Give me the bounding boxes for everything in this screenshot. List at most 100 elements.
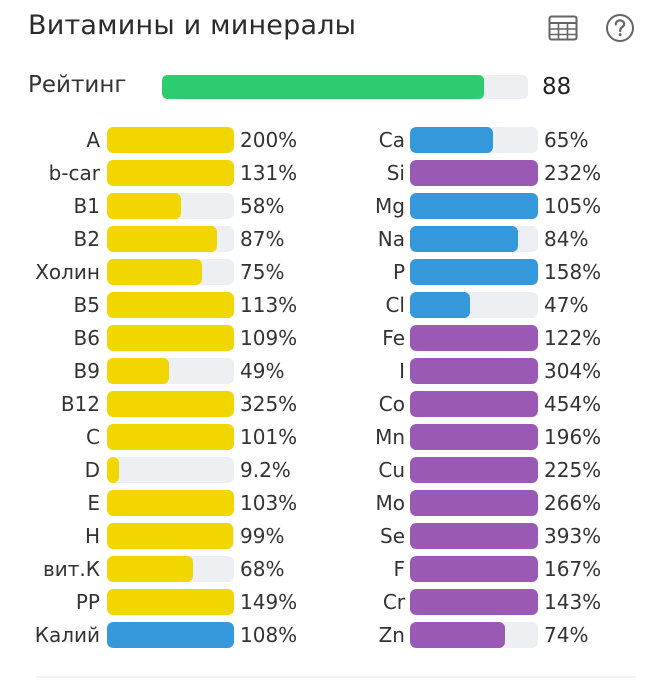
- table-icon: [548, 15, 578, 41]
- nutrient-bar: [107, 325, 234, 351]
- nutrient-bar: [410, 589, 538, 615]
- nutrient-bar: [107, 160, 234, 186]
- nutrient-bar-fill: [107, 160, 234, 186]
- nutrient-value: 454%: [544, 392, 602, 416]
- nutrient-bar-fill: [107, 457, 119, 483]
- nutrient-label: вит.К: [43, 557, 100, 581]
- nutrient-bar-fill: [107, 193, 181, 219]
- nutrient-value: 200%: [240, 128, 298, 152]
- card-title: Витамины и минералы: [28, 10, 357, 41]
- nutrient-bar-fill: [410, 622, 505, 648]
- nutrient-bar: [107, 127, 234, 153]
- table-view-button[interactable]: [547, 12, 579, 44]
- nutrient-bar: [410, 490, 538, 516]
- nutrient-row: Cu 225%: [0, 455, 663, 485]
- nutrient-bar-fill: [107, 226, 218, 252]
- nutrient-row: A 200%: [0, 125, 663, 155]
- nutrient-row: B6 109%: [0, 323, 663, 353]
- nutrient-value: 74%: [544, 623, 589, 647]
- nutrient-bar-fill: [410, 325, 538, 351]
- nutrient-row: Холин 75%: [0, 257, 663, 287]
- nutrient-label: E: [87, 491, 100, 515]
- nutrient-bar-fill: [107, 490, 234, 516]
- nutrient-value: 47%: [544, 293, 589, 317]
- rating-bar: [162, 75, 528, 99]
- nutrient-label: B5: [73, 293, 100, 317]
- nutrient-bar: [107, 556, 234, 582]
- nutrient-bar-fill: [410, 160, 538, 186]
- nutrient-bar: [107, 457, 234, 483]
- nutrient-label: I: [399, 359, 405, 383]
- nutrient-label: Mg: [375, 194, 405, 218]
- nutrient-label: F: [393, 557, 405, 581]
- nutrient-label: B2: [73, 227, 100, 251]
- nutrient-row: B9 49%: [0, 356, 663, 386]
- nutrient-label: P: [392, 260, 405, 284]
- nutrient-bar: [410, 622, 538, 648]
- nutrient-bar: [107, 226, 234, 252]
- nutrient-bar: [107, 622, 234, 648]
- help-icon: [606, 14, 634, 42]
- nutrient-label: B1: [73, 194, 100, 218]
- nutrient-bar: [107, 259, 234, 285]
- nutrient-bar: [410, 556, 538, 582]
- nutrient-value: 109%: [240, 326, 298, 350]
- nutrient-value: 108%: [240, 623, 298, 647]
- nutrient-value: 304%: [544, 359, 602, 383]
- nutrient-bar-fill: [107, 391, 234, 417]
- nutrient-bar: [410, 292, 538, 318]
- nutrient-label: Cu: [378, 458, 405, 482]
- nutrient-row: Mo 266%: [0, 488, 663, 518]
- nutrient-label: C: [86, 425, 100, 449]
- nutrient-bar-fill: [410, 358, 538, 384]
- nutrient-bar-fill: [410, 589, 538, 615]
- nutrient-row: I 304%: [0, 356, 663, 386]
- nutrient-bar-fill: [410, 391, 538, 417]
- nutrient-row: Cl 47%: [0, 290, 663, 320]
- nutrient-bar: [107, 358, 234, 384]
- nutrient-value: 158%: [544, 260, 602, 284]
- nutrient-label: D: [84, 458, 100, 482]
- nutrient-row: H 99%: [0, 521, 663, 551]
- nutrient-value: 266%: [544, 491, 602, 515]
- nutrient-bar: [107, 391, 234, 417]
- nutrient-row: b-car 131%: [0, 158, 663, 188]
- nutrient-bar-fill: [410, 556, 538, 582]
- nutrient-row: B12 325%: [0, 389, 663, 419]
- nutrient-value: 68%: [240, 557, 285, 581]
- nutrient-row: Cr 143%: [0, 587, 663, 617]
- nutrient-bar-fill: [107, 259, 203, 285]
- nutrient-label: Se: [380, 524, 405, 548]
- nutrient-value: 58%: [240, 194, 285, 218]
- nutrient-row: P 158%: [0, 257, 663, 287]
- help-button[interactable]: [604, 12, 636, 44]
- nutrient-bar-fill: [107, 127, 234, 153]
- nutrient-bar: [410, 259, 538, 285]
- nutrient-bar: [410, 391, 538, 417]
- nutrient-value: 167%: [544, 557, 602, 581]
- nutrient-value: 143%: [544, 590, 602, 614]
- rating-label: Рейтинг: [28, 72, 127, 98]
- nutrient-row: Fe 122%: [0, 323, 663, 353]
- nutrient-bar-fill: [107, 424, 234, 450]
- nutrient-bar-fill: [410, 226, 518, 252]
- nutrient-bar: [107, 193, 234, 219]
- nutrient-bar-fill: [410, 490, 538, 516]
- nutrient-bar-fill: [410, 193, 538, 219]
- nutrient-label: B9: [73, 359, 100, 383]
- nutrient-value: 99%: [240, 524, 285, 548]
- nutrient-row: B2 87%: [0, 224, 663, 254]
- nutrient-bar: [410, 358, 538, 384]
- nutrient-label: Cr: [382, 590, 405, 614]
- nutrient-row: вит.К 68%: [0, 554, 663, 584]
- nutrient-bar-fill: [410, 457, 538, 483]
- nutrient-bar: [410, 160, 538, 186]
- nutrient-value: 122%: [544, 326, 602, 350]
- nutrient-value: 101%: [240, 425, 298, 449]
- nutrient-row: F 167%: [0, 554, 663, 584]
- nutrient-bar: [107, 523, 234, 549]
- nutrient-label: Na: [377, 227, 405, 251]
- nutrient-bar: [410, 457, 538, 483]
- nutrient-value: 149%: [240, 590, 298, 614]
